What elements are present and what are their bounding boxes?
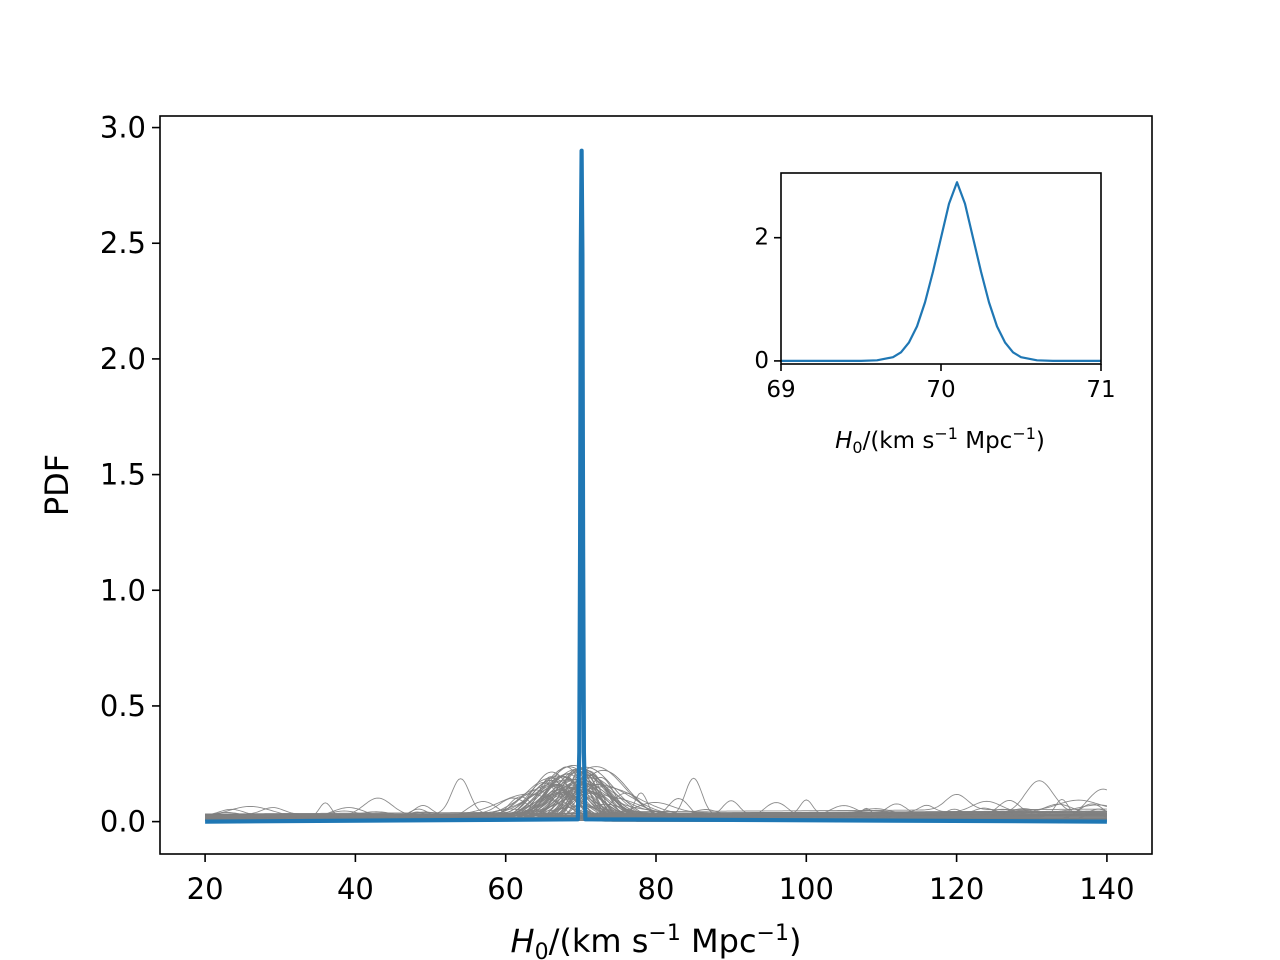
main-y-tick-label: 0.0 <box>100 805 146 839</box>
main-x-tick-label: 40 <box>337 872 374 906</box>
main-x-tick-label: 100 <box>779 872 834 906</box>
main-y-ticks: 0.0 0.5 1.0 1.5 2.0 2.5 3.0 <box>100 111 160 839</box>
main-y-tick-label: 2.5 <box>100 226 146 260</box>
combined-posterior-line <box>205 148 1107 824</box>
inset-x-ticks: 69 70 71 <box>766 364 1116 403</box>
inset-x-axis-label: H0/(km s−1 Mpc−1) <box>835 424 1045 457</box>
inset-plot-area <box>781 173 1101 364</box>
inset-y-tick-label: 2 <box>754 225 769 251</box>
main-x-axis-label: H0/(km s−1 Mpc−1) <box>511 921 802 960</box>
inset-x-tick-label: 70 <box>926 377 955 403</box>
combined-posterior-layer <box>205 148 1107 824</box>
inset-y-tick-label: 0 <box>754 348 769 374</box>
main-x-tick-label: 140 <box>1079 872 1134 906</box>
inset-x-tick-label: 71 <box>1086 377 1115 403</box>
inset-axes: 69 70 71 02 H0/(km s−1 Mpc−1) <box>754 172 1116 457</box>
main-x-tick-label: 80 <box>638 872 675 906</box>
inset-posterior-line <box>781 181 1101 362</box>
inset-posterior-layer <box>781 181 1101 362</box>
main-x-tick-label: 120 <box>929 872 984 906</box>
main-y-tick-label: 3.0 <box>100 111 146 145</box>
individual-posterior-curve <box>205 782 1107 819</box>
main-y-tick-label: 2.0 <box>100 342 146 376</box>
main-y-tick-label: 0.5 <box>100 689 146 723</box>
main-y-axis-label: PDF <box>38 454 76 516</box>
main-x-tick-label: 60 <box>487 872 524 906</box>
main-x-tick-label: 20 <box>187 872 224 906</box>
individual-posterior-curve <box>205 786 1107 817</box>
inset-x-tick-label: 69 <box>766 377 795 403</box>
main-x-ticks: 20 40 60 80 100 120 140 <box>187 854 1135 906</box>
main-y-tick-label: 1.0 <box>100 573 146 607</box>
main-y-tick-label: 1.5 <box>100 458 146 492</box>
inset-y-ticks: 02 <box>754 225 781 374</box>
